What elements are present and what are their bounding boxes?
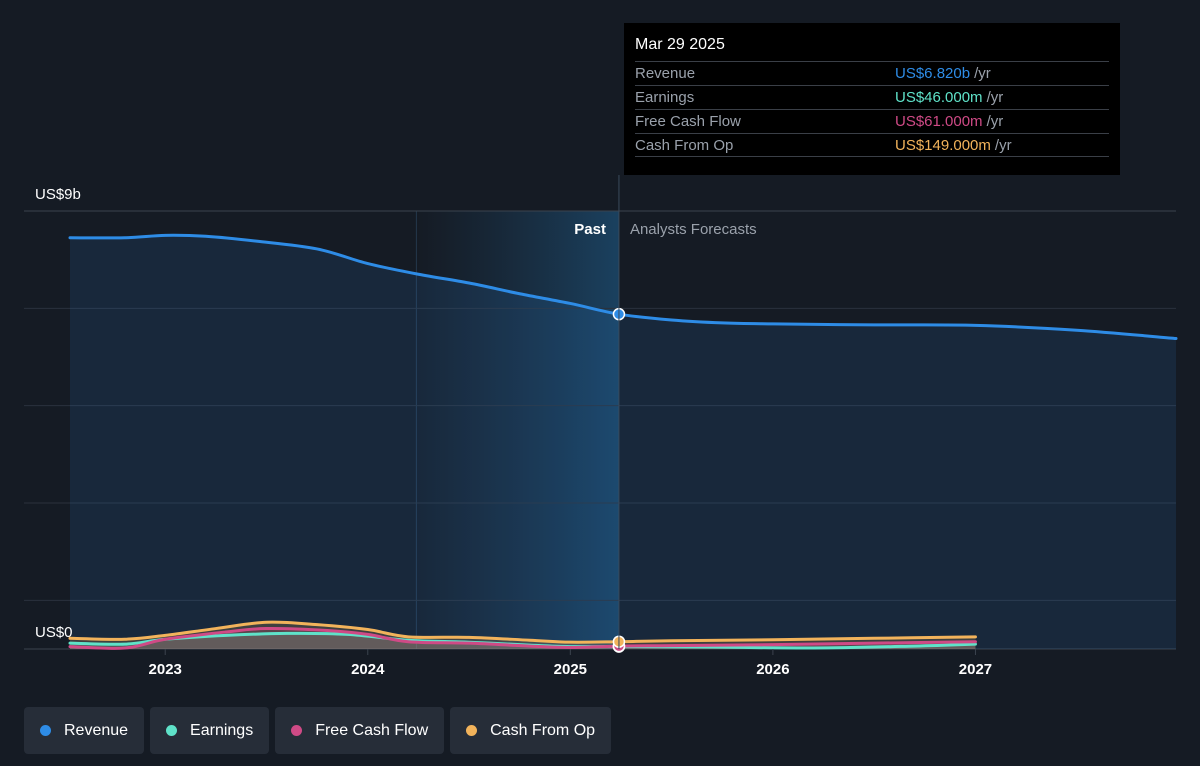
y-axis-bottom-label: US$0 [35, 624, 73, 641]
past-label: Past [574, 221, 606, 238]
tooltip-row-earnings: Earnings US$46.000m /yr [635, 85, 1109, 109]
series-areas [70, 235, 1176, 650]
tooltip-unit: /yr [986, 89, 1004, 106]
tooltip-value: US$61.000m [895, 113, 983, 130]
legend-item-earnings[interactable]: Earnings [150, 707, 270, 754]
fcf-line [68, 627, 977, 650]
tooltip-label: Earnings [635, 89, 695, 106]
legend-label: Earnings [190, 721, 254, 739]
tooltip-label: Cash From Op [635, 136, 734, 154]
tooltip-unit: /yr [994, 136, 1012, 154]
tooltip-date: Mar 29 2025 [635, 36, 725, 53]
earnings-dot-icon [166, 725, 178, 736]
x-axis-ticks: 2023 2024 2025 2026 2027 [149, 649, 992, 678]
tooltip-value: US$149.000m [895, 136, 991, 154]
tooltip-row-revenue: Revenue US$6.820b /yr [635, 61, 1109, 85]
legend-item-free-cash-flow[interactable]: Free Cash Flow [275, 707, 445, 754]
legend-item-cash-from-op[interactable]: Cash From Op [450, 707, 612, 754]
analysts-forecasts-label: Analysts Forecasts [630, 221, 757, 238]
tooltip-label: Free Cash Flow [635, 113, 741, 130]
y-axis-top-label: US$9b [35, 186, 81, 203]
legend: Revenue Earnings Free Cash Flow Cash Fro… [24, 707, 612, 754]
tooltip-label: Revenue [635, 65, 696, 82]
past-region-shade [415, 211, 619, 649]
past-highlight-band [416, 211, 619, 649]
gridlines [24, 210, 1176, 650]
tooltip-row-cash-from-op: Cash From Op US$149.000m /yr [635, 133, 1109, 157]
cfo-line [68, 620, 977, 644]
revenue-area [70, 235, 1176, 650]
legend-item-revenue[interactable]: Revenue [24, 707, 145, 754]
legend-label: Free Cash Flow [315, 721, 429, 739]
legend-label: Revenue [64, 721, 129, 739]
free-cash-flow-dot-icon [291, 725, 303, 736]
tooltip-value: US$46.000m [895, 89, 983, 106]
series-lines [68, 233, 1178, 650]
cash-from-op-dot-icon [466, 725, 478, 736]
x-tick-label: 2026 [756, 661, 789, 678]
tooltip-value: US$6.820b [895, 65, 971, 82]
tooltip-unit: /yr [974, 65, 991, 82]
x-tick-label: 2025 [554, 661, 587, 678]
revenue-line [68, 233, 1178, 341]
tooltip-row-free-cash-flow: Free Cash Flow US$61.000m /yr [635, 109, 1109, 133]
earnings-area [70, 633, 976, 649]
tooltip: Mar 29 2025 Revenue US$6.820b /yr Earnin… [624, 23, 1120, 175]
chart-area: US$9b US$0 Past Analysts Forecasts 2023 2… [24, 175, 1178, 678]
x-tick-label: 2027 [959, 661, 992, 678]
x-tick-label: 2023 [149, 661, 182, 678]
revenue-dot-icon [40, 725, 51, 736]
x-tick-label: 2024 [351, 661, 385, 678]
tooltip-unit: /yr [986, 113, 1004, 130]
legend-label: Cash From Op [490, 721, 596, 739]
